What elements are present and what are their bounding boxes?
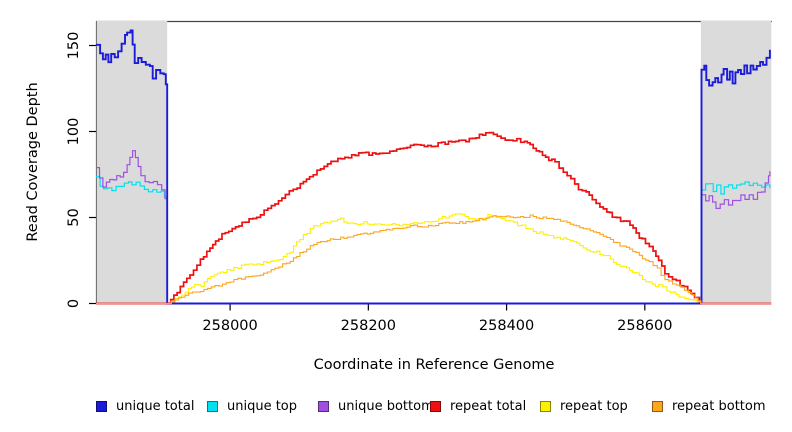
x-tick-label: 258600: [617, 318, 672, 334]
series-line-unique-total: [96, 29, 771, 305]
y-tick-label: 0: [66, 299, 82, 308]
series-line-repeat-bottom: [96, 214, 772, 305]
series-line-repeat-top: [96, 213, 772, 305]
y-tick-label: 50: [66, 208, 82, 226]
y-tick-label: 100: [66, 118, 82, 146]
x-tick-label: 258000: [202, 318, 257, 334]
x-tick-label: 258400: [479, 318, 534, 334]
y-tick-label: 150: [66, 32, 82, 60]
series-line-repeat-total: [96, 131, 772, 305]
unique-flank-left: [96, 20, 168, 305]
y-axis-title: Read Coverage Depth: [25, 82, 41, 241]
x-tick-label: 258200: [341, 318, 396, 334]
unique-flank-right: [700, 20, 772, 305]
x-axis-title: Coordinate in Reference Genome: [314, 357, 555, 373]
